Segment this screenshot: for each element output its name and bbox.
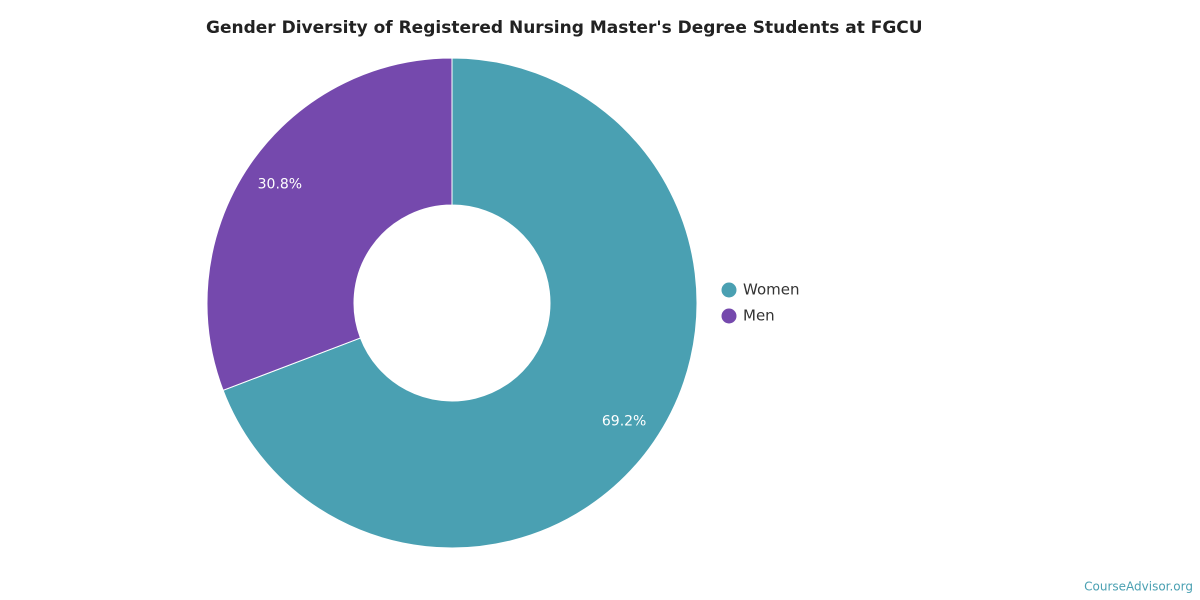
legend-marker — [721, 308, 737, 324]
legend-label: Men — [743, 307, 775, 325]
data-label: 69.2% — [602, 414, 646, 430]
legend-marker — [721, 282, 737, 298]
watermark: CourseAdvisor.org — [1084, 580, 1193, 594]
data-label: 30.8% — [258, 176, 302, 192]
legend-label: Women — [743, 281, 799, 299]
chart-title: Gender Diversity of Registered Nursing M… — [206, 18, 923, 38]
donut-slice — [206, 57, 453, 391]
donut-slice — [222, 57, 698, 549]
